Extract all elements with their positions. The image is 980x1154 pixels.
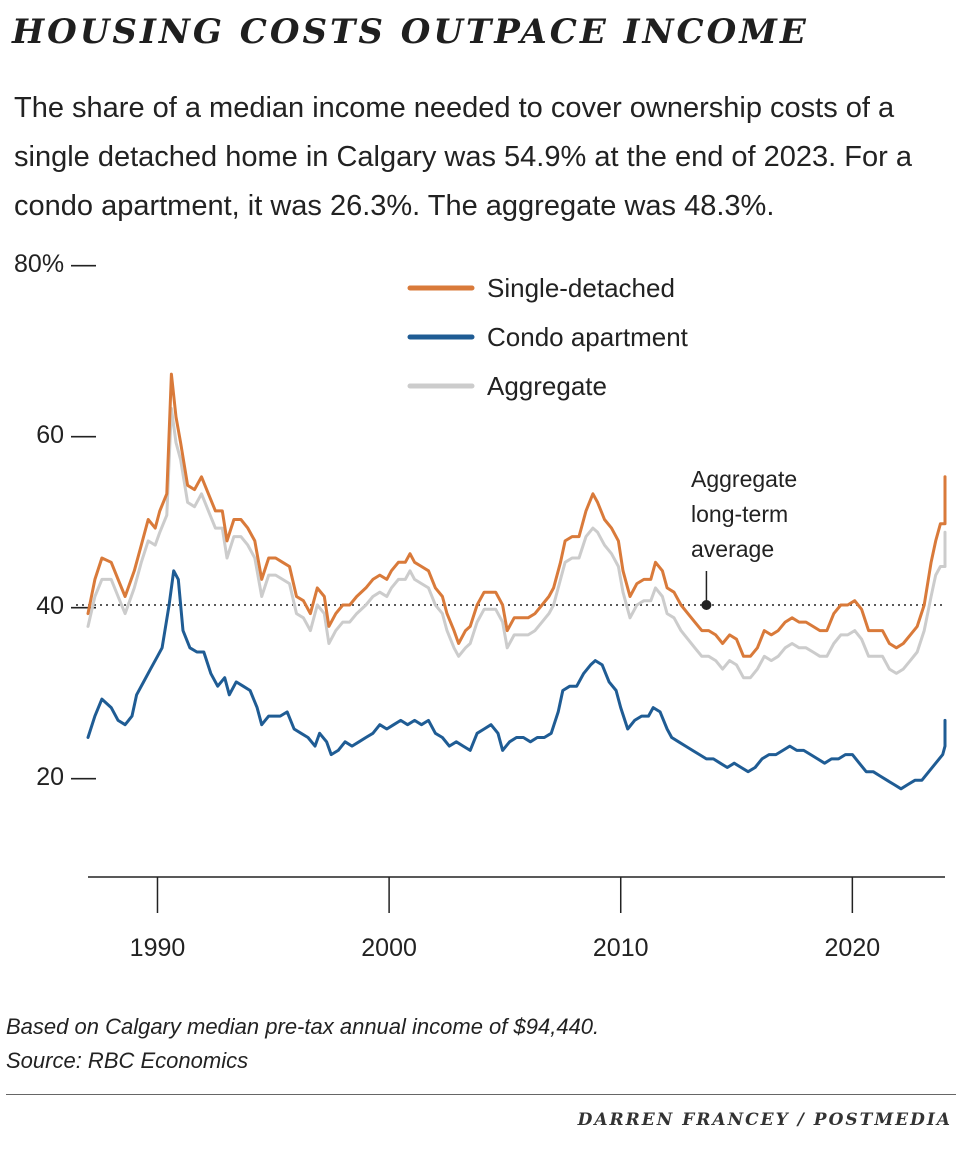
x-tick-label: 2000 [361,934,417,962]
footer-note: Based on Calgary median pre-tax annual i… [6,1010,599,1078]
series-line-aggregate [86,406,947,680]
annotation-text: average [691,536,774,562]
x-tick-label: 2020 [825,934,881,962]
x-tick-label: 2010 [593,934,649,962]
annotation-text: long-term [691,501,788,527]
series-line-condo-apartment [86,569,947,791]
legend: Single-detached Condo apartment Aggregate [407,273,689,401]
line-chart: 80% — 60 — 40 — 20 — Aggregate long-term aver… [14,250,947,962]
series-lines [86,372,947,791]
income-note: Based on Calgary median pre-tax annual i… [6,1014,600,1039]
x-axis: 1990 2000 2010 2020 [88,876,945,962]
chart-subtitle: The share of a median income needed to c… [14,92,912,222]
y-tick-label: 60 — [36,421,96,449]
annotation-text: Aggregate [691,466,797,492]
chart-title: HOUSING COSTS OUTPACE INCOME [12,12,809,52]
footer-divider [6,1094,956,1095]
y-tick-label: 40 — [36,592,96,620]
credit-line: DARREN FRANCEY / POSTMEDIA [577,1110,952,1130]
legend-label: Condo apartment [487,322,689,352]
y-tick-label: 20 — [36,763,96,791]
annotation-dot [701,600,712,610]
legend-label: Single-detached [487,273,675,303]
source-note: Source: RBC Economics [6,1048,249,1073]
x-tick-label: 1990 [130,934,186,962]
legend-label: Aggregate [487,371,607,401]
series-line-single-detached [86,372,947,658]
y-tick-label: 80% — [14,250,96,278]
average-annotation: Aggregate long-term average [691,466,797,610]
y-axis: 80% — 60 — 40 — 20 — [14,250,96,791]
